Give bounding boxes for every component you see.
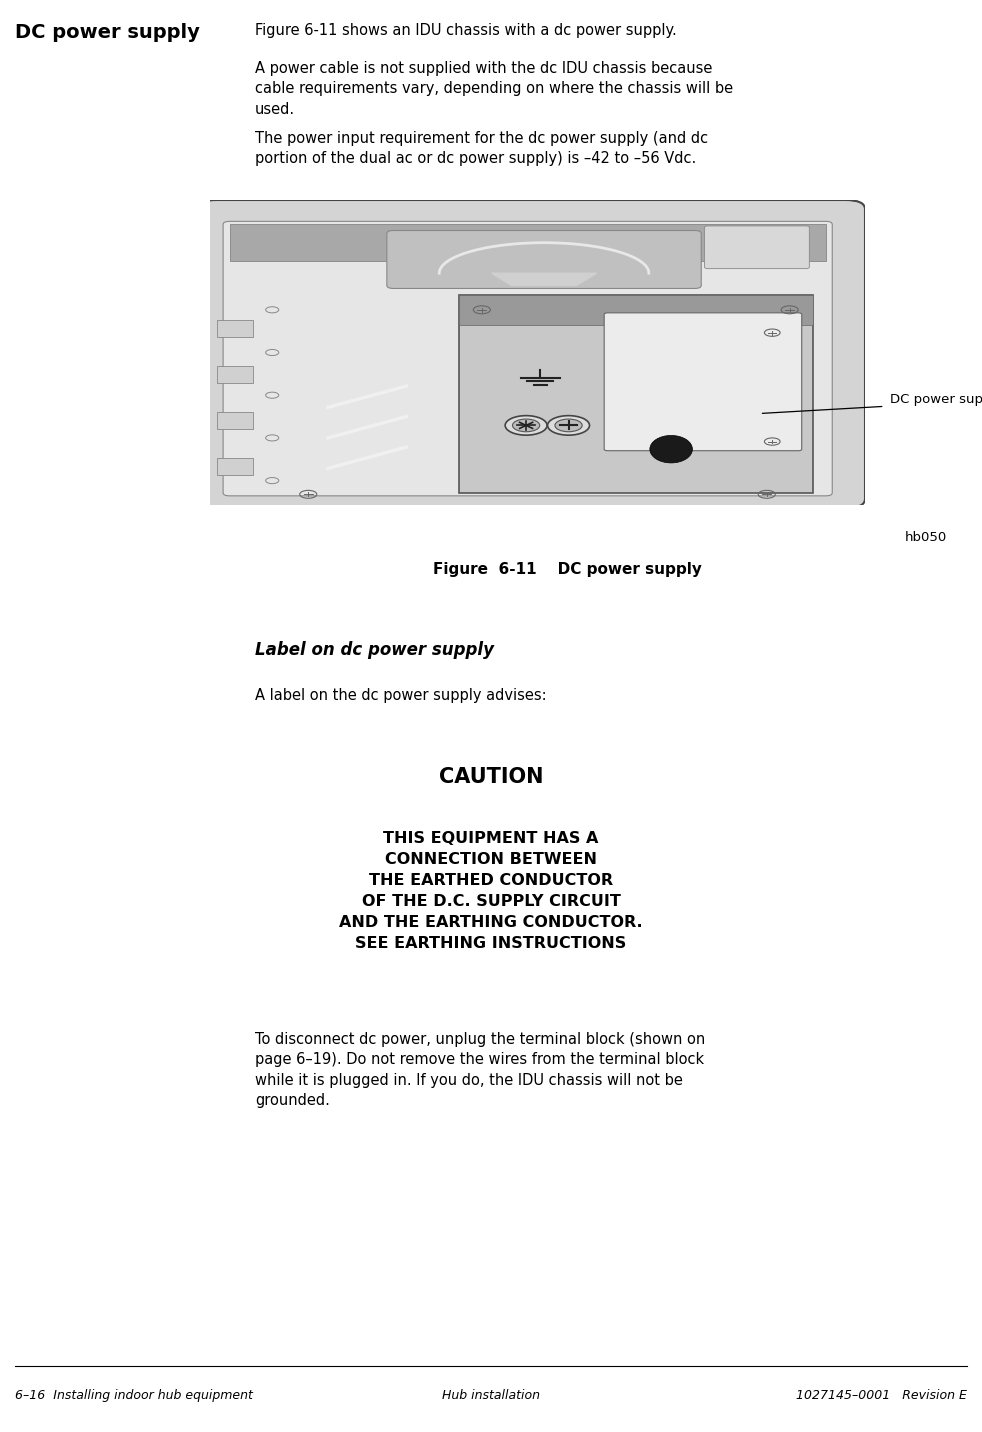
Bar (217, 412, 252, 428)
Text: The power input requirement for the dc power supply (and dc
portion of the dual : The power input requirement for the dc p… (255, 130, 708, 166)
Bar (459, 295, 812, 493)
Text: Label on dc power supply: Label on dc power supply (255, 642, 494, 659)
Text: Hub installation: Hub installation (442, 1389, 540, 1402)
Bar (230, 225, 826, 261)
Text: A power cable is not supplied with the dc IDU chassis because
cable requirements: A power cable is not supplied with the d… (255, 62, 734, 117)
Bar (217, 367, 252, 382)
Bar (217, 321, 252, 338)
Text: 6–16  Installing indoor hub equipment: 6–16 Installing indoor hub equipment (15, 1389, 253, 1402)
Text: Figure 6-11 shows an IDU chassis with a dc power supply.: Figure 6-11 shows an IDU chassis with a … (255, 23, 677, 39)
Circle shape (548, 415, 589, 435)
Ellipse shape (650, 435, 692, 463)
Text: DC power supply: DC power supply (890, 394, 982, 407)
FancyBboxPatch shape (223, 222, 833, 495)
Text: DC power supply: DC power supply (15, 23, 200, 42)
FancyBboxPatch shape (704, 226, 809, 269)
Text: hb050: hb050 (904, 531, 947, 544)
Bar (217, 458, 252, 474)
FancyBboxPatch shape (197, 200, 865, 508)
Circle shape (555, 420, 582, 431)
Text: THIS EQUIPMENT HAS A
CONNECTION BETWEEN
THE EARTHED CONDUCTOR
OF THE D.C. SUPPLY: THIS EQUIPMENT HAS A CONNECTION BETWEEN … (339, 832, 643, 951)
Text: A label on the dc power supply advises:: A label on the dc power supply advises: (255, 689, 547, 703)
Text: CAUTION: CAUTION (439, 768, 543, 788)
FancyBboxPatch shape (604, 312, 801, 451)
Text: Figure  6-11    DC power supply: Figure 6-11 DC power supply (432, 563, 701, 577)
Circle shape (505, 415, 547, 435)
Text: 1027145–0001   Revision E: 1027145–0001 Revision E (796, 1389, 967, 1402)
Polygon shape (492, 274, 596, 285)
Text: To disconnect dc power, unplug the terminal block (shown on
page 6–19). Do not r: To disconnect dc power, unplug the termi… (255, 1032, 705, 1108)
Circle shape (513, 420, 540, 431)
FancyBboxPatch shape (387, 231, 701, 288)
Bar (459, 295, 812, 325)
